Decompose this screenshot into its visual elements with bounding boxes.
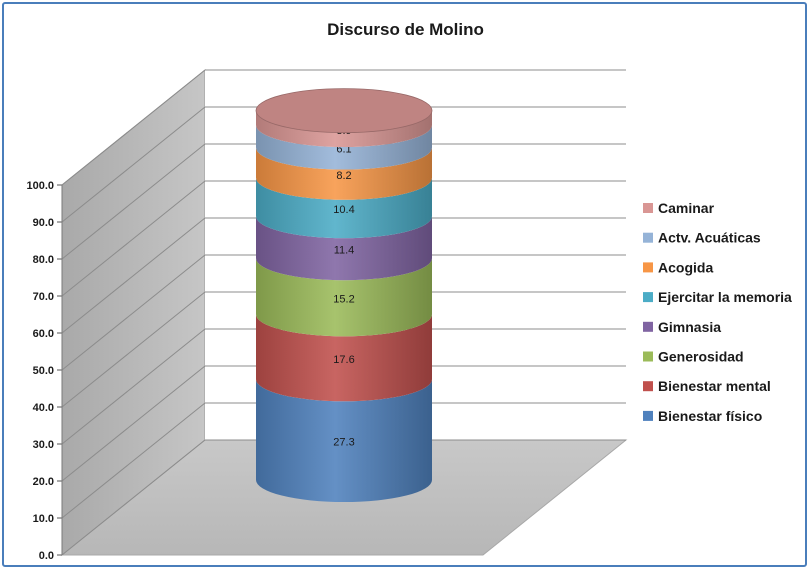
y-axis-ticks: 0.0 10.0 20.0 30.0 40.0 50.0 60.0 70.0 80.0 90.0 1… bbox=[26, 180, 63, 562]
gridline-side bbox=[61, 365, 206, 482]
cylinder-segment bbox=[256, 379, 432, 502]
data-label: 17.6 bbox=[333, 354, 354, 366]
data-label: 10.4 bbox=[333, 204, 354, 216]
legend-item: Acogida bbox=[643, 259, 713, 275]
y-tick-label: 20.0 bbox=[33, 476, 54, 488]
y-tick-label: 10.0 bbox=[33, 513, 54, 525]
y-tick-label: 70.0 bbox=[33, 291, 54, 303]
legend-item: Ejercitar la memoria bbox=[643, 289, 792, 305]
legend-swatch bbox=[643, 410, 653, 421]
cylinder-top bbox=[255, 88, 433, 134]
legend-swatch bbox=[643, 232, 653, 243]
y-tick-label: 60.0 bbox=[33, 328, 54, 340]
y-tick-label: 80.0 bbox=[33, 254, 54, 266]
y-tick-label: 100.0 bbox=[26, 180, 54, 192]
legend-label: Bienestar mental bbox=[658, 378, 771, 394]
data-label: 8.2 bbox=[336, 170, 351, 182]
legend-item: Caminar bbox=[643, 200, 715, 216]
gridline-side bbox=[61, 402, 206, 519]
gridline-side bbox=[61, 217, 206, 334]
gridline-side bbox=[61, 180, 206, 297]
legend-item: Bienestar físico bbox=[643, 408, 762, 424]
data-label: 15.2 bbox=[333, 293, 354, 305]
cylinder-segment bbox=[256, 258, 432, 337]
y-tick-label: 0.0 bbox=[39, 550, 54, 562]
cylinder-segment bbox=[256, 110, 432, 148]
legend-label: Bienestar físico bbox=[658, 408, 762, 424]
legend-item: Actv. Acuáticas bbox=[643, 230, 761, 246]
legend-swatch bbox=[643, 321, 653, 332]
cylinder-segment bbox=[256, 216, 432, 281]
gridline-side bbox=[61, 143, 206, 260]
legend-label: Acogida bbox=[658, 259, 713, 275]
y-tick-label: 30.0 bbox=[33, 439, 54, 451]
gridline-side bbox=[61, 291, 206, 408]
chart-title: Discurso de Molino bbox=[327, 20, 484, 39]
legend-swatch bbox=[643, 262, 653, 273]
legend-item: Gimnasia bbox=[643, 319, 721, 335]
gridline-side bbox=[61, 328, 206, 445]
legend-label: Generosidad bbox=[658, 349, 744, 365]
legend-label: Actv. Acuáticas bbox=[658, 230, 761, 246]
data-label: 11.4 bbox=[334, 244, 355, 256]
y-tick-label: 50.0 bbox=[33, 365, 54, 377]
y-tick-label: 40.0 bbox=[33, 402, 54, 414]
legend-item: Bienestar mental bbox=[643, 378, 771, 394]
cylinder-segment bbox=[256, 177, 432, 239]
legend-swatch bbox=[643, 381, 653, 392]
stacked-cylinder: 27.317.615.211.410.48.26.13.9 bbox=[255, 88, 433, 502]
gridline-side bbox=[61, 254, 206, 371]
legend-swatch bbox=[643, 203, 653, 213]
cylinder-segment bbox=[256, 147, 432, 200]
cylinder-segment bbox=[256, 314, 432, 402]
gridline-side bbox=[61, 439, 206, 556]
legend-label: Ejercitar la memoria bbox=[658, 289, 792, 305]
data-label: 27.3 bbox=[333, 437, 354, 449]
legend-swatch bbox=[643, 351, 653, 362]
legend-swatch bbox=[643, 292, 653, 303]
legend-label: Caminar bbox=[658, 200, 715, 216]
legend-label: Gimnasia bbox=[658, 319, 721, 335]
y-tick-label: 90.0 bbox=[33, 217, 54, 229]
cylinder-segment bbox=[256, 125, 432, 170]
legend-item: Generosidad bbox=[643, 349, 744, 365]
gridline-side bbox=[61, 106, 206, 223]
legend: Caminar Actv. Acuáticas Acogida Ejercitar l… bbox=[643, 200, 792, 424]
gridline-side bbox=[61, 69, 206, 186]
